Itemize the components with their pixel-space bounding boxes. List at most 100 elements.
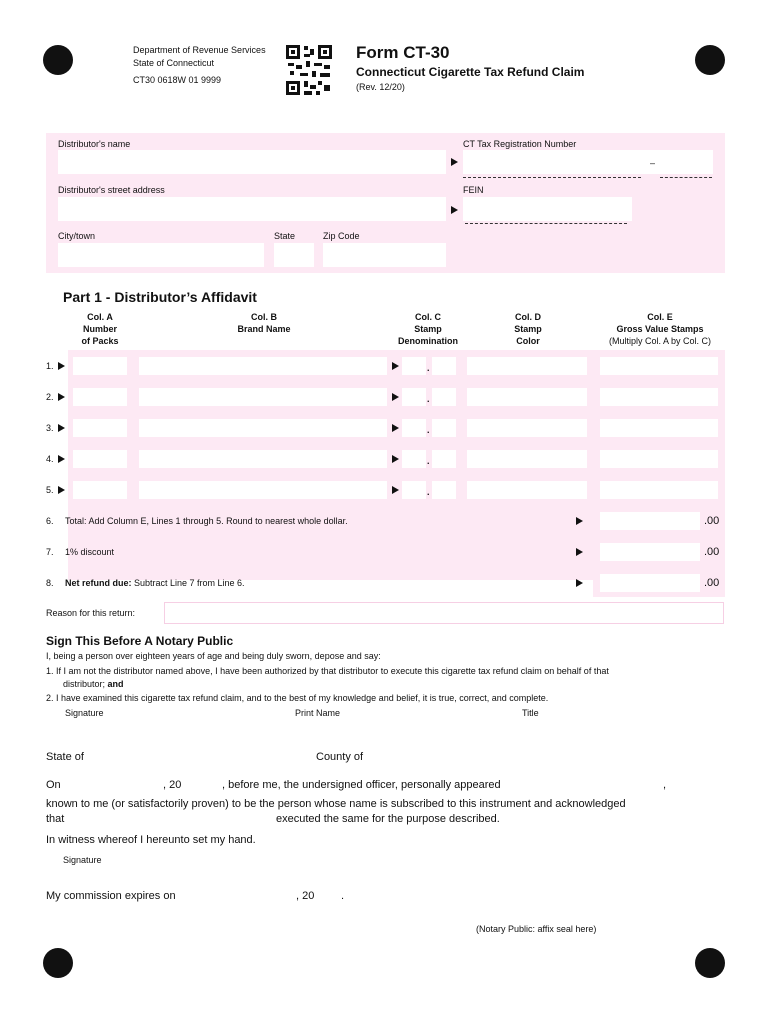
brand-name-input[interactable] (139, 357, 387, 375)
denomination-dollars-input[interactable] (402, 481, 426, 499)
seal-note: (Notary Public: affix seal here) (476, 924, 597, 934)
form-code: CT30 0618W 01 9999 (133, 75, 222, 85)
part1-title: Part 1 - Distributor’s Affidavit (63, 289, 257, 305)
stamp-color-input[interactable] (467, 450, 587, 468)
ct-registration-label: CT Tax Registration Number (463, 139, 577, 149)
packs-input[interactable] (73, 481, 127, 499)
registration-mark (43, 948, 73, 978)
notary-signature-label: Signature (63, 855, 102, 865)
witness-text: In witness whereof I hereunto set my han… (46, 834, 256, 846)
oath-intro: I, being a person over eighteen years of… (46, 651, 381, 661)
state-label: State (274, 231, 296, 241)
packs-input[interactable] (73, 450, 127, 468)
distributor-name-input[interactable] (58, 150, 446, 174)
line-number: 6. (46, 516, 54, 526)
amount-input[interactable] (600, 574, 700, 592)
period: . (341, 890, 345, 902)
column-title: Stamp (414, 324, 442, 334)
arrow-icon (392, 424, 399, 432)
street-address-label: Distributor's street address (58, 185, 165, 195)
fein-label: FEIN (463, 185, 484, 195)
digit-guide (660, 177, 712, 179)
brand-name-input[interactable] (139, 450, 387, 468)
executed-text: executed the same for the purpose descri… (276, 813, 500, 825)
state-input[interactable] (274, 243, 314, 267)
stamp-color-input[interactable] (467, 388, 587, 406)
denomination-dollars-input[interactable] (402, 419, 426, 437)
year-prefix: , 20 (163, 779, 182, 791)
denomination-cents-input[interactable] (432, 388, 456, 406)
known-text: known to me (or satisfactorily proven) t… (46, 798, 626, 810)
amount-input[interactable] (600, 543, 700, 561)
denomination-dollars-input[interactable] (402, 388, 426, 406)
arrow-icon (392, 455, 399, 463)
line-desc: Subtract Line 7 from Line 6. (131, 578, 245, 588)
stamp-color-input[interactable] (467, 481, 587, 499)
city-input[interactable] (58, 243, 264, 267)
ct-registration-dash: – (650, 158, 656, 168)
packs-input[interactable] (73, 388, 127, 406)
arrow-icon (58, 486, 65, 494)
gross-value-input[interactable] (600, 419, 718, 437)
fein-input[interactable] (463, 197, 632, 221)
registration-mark (43, 45, 73, 75)
digit-guide (465, 223, 627, 225)
denomination-cents-input[interactable] (432, 450, 456, 468)
packs-input[interactable] (73, 357, 127, 375)
arrow-icon (451, 158, 458, 166)
ct-registration-input[interactable] (463, 150, 713, 174)
gross-value-input[interactable] (600, 388, 718, 406)
that-label: that (46, 813, 65, 825)
column-id: Col. C (415, 312, 441, 322)
denomination-cents-input[interactable] (432, 481, 456, 499)
county-of-label: County of (316, 751, 364, 763)
stamp-color-input[interactable] (467, 357, 587, 375)
line-number: 7. (46, 547, 54, 557)
decimal-point: . (427, 456, 430, 466)
reason-input[interactable] (164, 602, 724, 624)
column-subtitle: Color (516, 336, 540, 346)
comma: , (663, 779, 667, 791)
arrow-icon (58, 424, 65, 432)
brand-name-input[interactable] (139, 481, 387, 499)
state-of-label: State of (46, 751, 84, 763)
reason-label: Reason for this return: (46, 608, 136, 618)
signature-label: Signature (65, 708, 104, 718)
column-id: Col. E (647, 312, 673, 322)
stamp-color-input[interactable] (467, 419, 587, 437)
amount-input[interactable] (600, 512, 700, 530)
arrow-icon (576, 548, 583, 556)
line-number: 4. (46, 454, 54, 464)
gross-value-input[interactable] (600, 357, 718, 375)
arrow-icon (58, 455, 65, 463)
zip-input[interactable] (323, 243, 446, 267)
line-desc: 1% discount (65, 547, 115, 557)
on-label: On (46, 779, 61, 791)
column-title: Gross Value Stamps (616, 324, 704, 334)
arrow-icon (392, 393, 399, 401)
form-title: Form CT-30 (356, 43, 450, 62)
registration-mark (695, 948, 725, 978)
denomination-cents-input[interactable] (432, 419, 456, 437)
column-id: Col. A (87, 312, 113, 322)
denomination-dollars-input[interactable] (402, 357, 426, 375)
cents: .00 (704, 515, 720, 527)
form-subtitle: Connecticut Cigarette Tax Refund Claim (356, 65, 585, 79)
column-header: Col. C Stamp Denomination (398, 311, 458, 347)
denomination-cents-input[interactable] (432, 357, 456, 375)
decimal-point: . (427, 487, 430, 497)
brand-name-input[interactable] (139, 388, 387, 406)
registration-mark (695, 45, 725, 75)
packs-input[interactable] (73, 419, 127, 437)
gross-value-input[interactable] (600, 450, 718, 468)
oath-and: and (105, 679, 124, 689)
denomination-dollars-input[interactable] (402, 450, 426, 468)
street-address-input[interactable] (58, 197, 446, 221)
column-subtitle: of Packs (81, 336, 119, 346)
oath-item-2: 2. I have examined this cigarette tax re… (46, 693, 549, 703)
gross-value-input[interactable] (600, 481, 718, 499)
column-id: Col. D (514, 312, 541, 322)
brand-name-input[interactable] (139, 419, 387, 437)
print-name-label: Print Name (295, 708, 341, 718)
decimal-point: . (427, 425, 430, 435)
